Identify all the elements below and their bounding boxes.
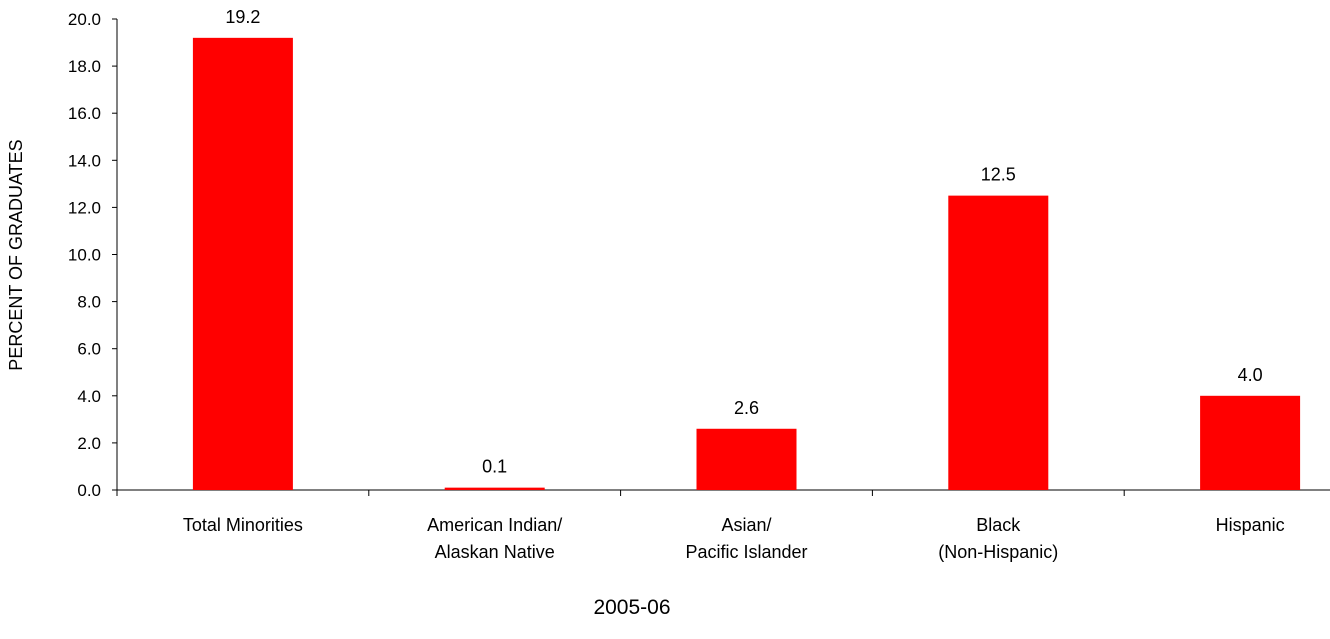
bar	[696, 428, 797, 490]
y-tick-label: 10.0	[68, 246, 101, 265]
bar	[192, 37, 293, 491]
x-tick-label: Asian/	[721, 515, 771, 535]
y-axis: 0.0 2.0 4.0 6.0 8.0 10.0 12.0 14.0 16.0 18.0 20.0	[68, 10, 118, 500]
data-label: 4.0	[1238, 365, 1263, 385]
y-tick-label: 20.0	[68, 10, 101, 29]
y-tick-label: 12.0	[68, 198, 101, 217]
x-tick-label: American Indian/	[427, 515, 562, 535]
data-labels: 19.2 0.1 2.6 12.5 4.0	[225, 7, 1262, 477]
x-tick-label: Alaskan Native	[435, 542, 555, 562]
y-tick-label: 16.0	[68, 104, 101, 123]
x-axis: Total Minorities American Indian/Alaskan …	[116, 489, 1330, 562]
x-tick-label: Black	[976, 515, 1021, 535]
data-label: 12.5	[981, 165, 1016, 185]
x-tick-label: Total Minorities	[183, 515, 303, 535]
bar	[444, 487, 545, 490]
x-tick-label: Pacific Islander	[685, 542, 807, 562]
data-label: 2.6	[734, 398, 759, 418]
x-tick-label: Hispanic	[1216, 515, 1285, 535]
y-tick-label: 0.0	[77, 481, 101, 500]
x-tick-label: (Non-Hispanic)	[938, 542, 1058, 562]
y-tick-label: 14.0	[68, 151, 101, 170]
bar	[948, 195, 1049, 490]
x-axis-title: 2005-06	[593, 596, 670, 619]
y-tick-label: 18.0	[68, 57, 101, 76]
y-tick-label: 8.0	[77, 293, 101, 312]
y-tick-label: 6.0	[77, 340, 101, 359]
data-label: 19.2	[225, 7, 260, 27]
y-axis-title: PERCENT OF GRADUATES	[6, 139, 26, 370]
bars	[192, 37, 1301, 491]
data-label: 0.1	[482, 457, 507, 477]
y-tick-label: 2.0	[77, 434, 101, 453]
y-tick-label: 4.0	[77, 387, 101, 406]
bar	[1200, 395, 1301, 490]
